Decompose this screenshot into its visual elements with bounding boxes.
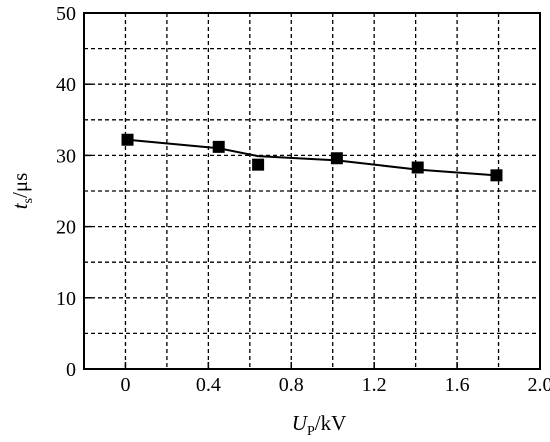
y-axis-title-main: t bbox=[8, 202, 32, 209]
y-tick-label: 10 bbox=[56, 288, 76, 310]
x-axis-title-unit: /kV bbox=[315, 411, 347, 435]
grid bbox=[84, 13, 540, 369]
y-axis-title-unit: /μs bbox=[8, 173, 32, 198]
x-axis-title: UP/kV bbox=[292, 411, 346, 439]
x-axis-title-main: U bbox=[292, 411, 309, 435]
data-point-marker bbox=[121, 133, 134, 146]
series bbox=[121, 133, 503, 182]
y-tick-label: 0 bbox=[66, 359, 76, 381]
x-tick-label: 1.6 bbox=[445, 374, 470, 396]
y-tick-label: 20 bbox=[56, 217, 76, 239]
y-tick-label: 50 bbox=[56, 3, 76, 25]
data-point-marker bbox=[330, 152, 343, 165]
y-tick-label: 40 bbox=[56, 74, 76, 96]
y-tick-label: 30 bbox=[56, 145, 76, 167]
y-axis-title: ts/μs bbox=[8, 173, 36, 210]
data-point-marker bbox=[252, 158, 265, 171]
x-axis-title-sub: P bbox=[307, 424, 315, 439]
series-line bbox=[127, 138, 497, 177]
data-point-marker bbox=[212, 140, 225, 153]
x-tick-label: 2.0 bbox=[528, 374, 550, 396]
x-tick-label: 0 bbox=[120, 374, 130, 396]
data-point-marker bbox=[490, 169, 503, 182]
x-tick-label: 0.8 bbox=[279, 374, 304, 396]
plot-frame bbox=[83, 12, 541, 370]
x-tick-label: 1.2 bbox=[362, 374, 387, 396]
data-point-marker bbox=[411, 161, 424, 174]
tick-labels: 0 0.4 0.8 1.2 1.6 2.0 0 10 20 30 40 50 bbox=[56, 3, 550, 396]
axis-ticks bbox=[84, 12, 541, 370]
y-axis-title-sub: s bbox=[21, 198, 36, 203]
x-tick-label: 0.4 bbox=[196, 374, 221, 396]
